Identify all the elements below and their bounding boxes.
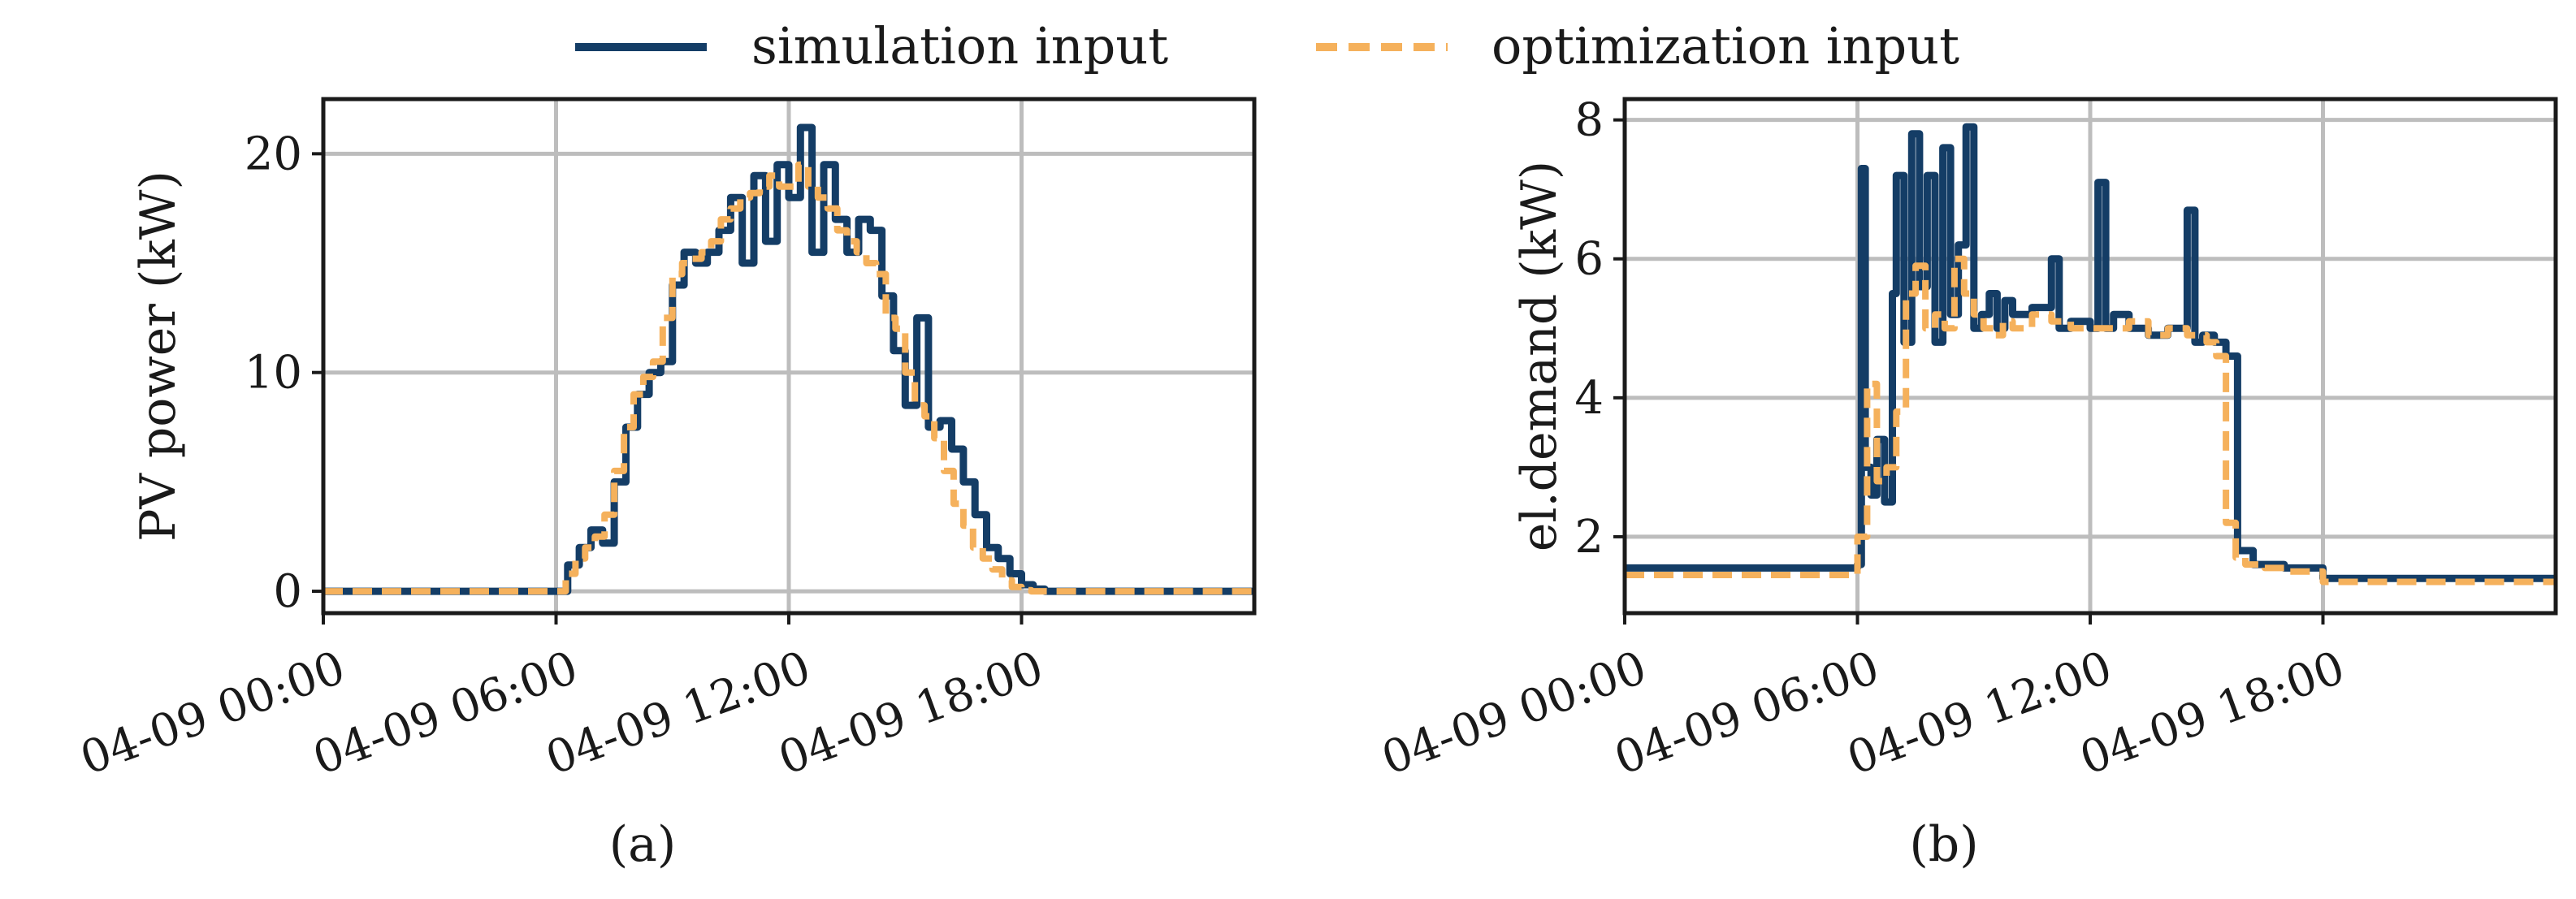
panel-a-series-optimization <box>323 161 1254 595</box>
panel-b-ytick-label-0: 2 <box>1574 511 1604 564</box>
panel-b-ytick-label-3: 8 <box>1574 94 1604 147</box>
panel-a-xtick-label-2: 04-09 12:00 <box>539 642 817 786</box>
panel-b-grid <box>1625 99 2556 613</box>
panel-b-label: (b) <box>1909 816 1978 873</box>
panel-a-ytick-label-1: 10 <box>245 347 302 400</box>
legend-optimization-label: optimization input <box>1491 16 1959 76</box>
legend: simulation input optimization input <box>575 16 1959 76</box>
legend-simulation-label: simulation input <box>751 16 1168 76</box>
panel-b-series-optimization <box>1625 255 2556 586</box>
panel-a-ylabel: PV power (kW) <box>130 171 187 542</box>
panel-a-label: (a) <box>609 816 677 873</box>
panel-a-xtick-label-1: 04-09 06:00 <box>306 642 584 786</box>
panel-b-ylabel: el.demand (kW) <box>1511 161 1568 551</box>
panel-b-xtick-label-3: 04-09 18:00 <box>2073 642 2351 786</box>
panel-a-xtick-label-3: 04-09 18:00 <box>772 642 1050 786</box>
panel-b-ytick-label-1: 4 <box>1574 372 1604 425</box>
panel-b-xtick-label-2: 04-09 12:00 <box>1841 642 2119 786</box>
panel-b-ytick-label-2: 6 <box>1574 233 1604 286</box>
panel-b-series <box>1625 123 2556 586</box>
panel-a-ytick-label-0: 0 <box>273 565 302 618</box>
panel-b-xtick-label-1: 04-09 06:00 <box>1608 642 1885 786</box>
panel-a-series-simulation <box>323 123 1254 595</box>
panel-a-ytick-label-2: 20 <box>245 128 302 180</box>
panel-a-xtick-label-0: 04-09 00:00 <box>74 642 352 786</box>
panel-b-xtick-label-0: 04-09 00:00 <box>1375 642 1653 786</box>
panel-a-series <box>323 123 1254 595</box>
